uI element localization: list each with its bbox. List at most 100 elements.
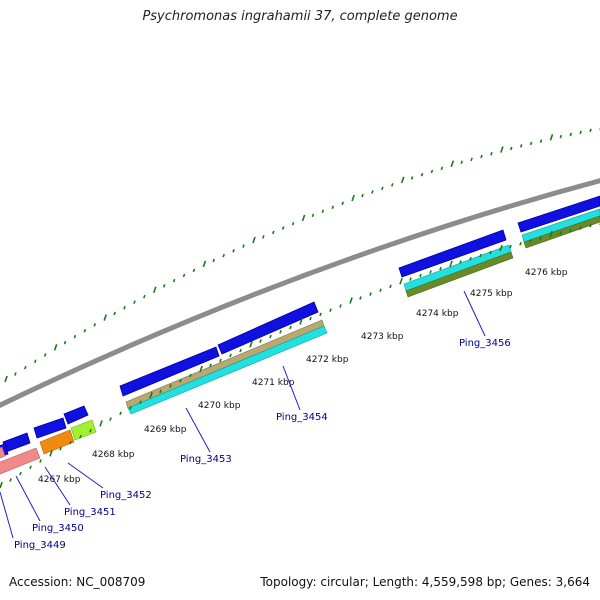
tick-mark (430, 169, 434, 174)
cds-arrow[interactable] (2, 432, 31, 453)
tick-mark (232, 249, 235, 253)
cog-segment[interactable] (521, 208, 600, 243)
tick-mark (361, 193, 364, 198)
cds-arrow[interactable] (217, 301, 319, 355)
gene-label[interactable]: Ping_3453 (180, 454, 232, 465)
gene-labels: Ping_3449 Ping_3450 Ping_3451 Ping_3452 … (14, 338, 511, 551)
tick-mark (49, 450, 53, 457)
tick-mark (409, 277, 412, 281)
inner-scale-ticks (0, 222, 600, 489)
tick-mark (309, 316, 312, 321)
gene-label[interactable]: Ping_3456 (459, 338, 511, 349)
tick-mark (199, 365, 203, 373)
leader-line (0, 491, 14, 539)
tick-mark (400, 176, 405, 184)
cog-segment[interactable] (0, 447, 41, 476)
gene-label[interactable]: Ping_3450 (32, 523, 84, 534)
tick-mark (289, 325, 292, 330)
tick-mark (299, 318, 303, 325)
cog-segment[interactable] (127, 325, 328, 415)
tick-mark (351, 194, 355, 202)
scale-label: 4274 kbp (416, 309, 459, 319)
tick-mark (9, 478, 12, 482)
cog-track (0, 208, 600, 476)
tick-mark (539, 236, 542, 241)
tick-mark (252, 236, 256, 244)
cog-segment[interactable] (0, 446, 6, 460)
cds-arrow[interactable] (33, 417, 67, 439)
tick-mark (271, 230, 275, 235)
tick-mark (262, 235, 265, 239)
tick-mark (129, 406, 132, 410)
tick-mark (123, 305, 126, 310)
tick-mark (509, 244, 512, 249)
tick-mark (460, 160, 463, 165)
tick-mark (119, 411, 122, 416)
gene-label[interactable]: Ping_3449 (14, 540, 66, 551)
tick-mark (480, 154, 483, 159)
tick-mark (371, 190, 374, 194)
gene-label[interactable]: Ping_3452 (100, 490, 152, 501)
tick-mark (470, 157, 473, 162)
scale-label: 4267 kbp (38, 475, 81, 485)
tick-mark (341, 201, 344, 206)
tick-mark (249, 341, 253, 348)
cds-arrow[interactable] (517, 195, 600, 233)
tick-mark (589, 128, 592, 133)
tick-mark (139, 400, 142, 404)
cog-segment[interactable] (70, 419, 97, 441)
cds-arrow[interactable] (398, 229, 507, 278)
leader-line (463, 290, 486, 337)
tick-mark (239, 348, 242, 353)
tick-mark (329, 308, 332, 312)
tick-mark (189, 373, 192, 378)
tick-mark (569, 132, 573, 137)
tick-mark (229, 353, 232, 358)
tick-mark (53, 344, 58, 351)
scale-label: 4276 kbp (525, 268, 568, 278)
tick-mark (159, 389, 162, 394)
gene-label[interactable]: Ping_3451 (64, 507, 116, 518)
tick-mark (479, 253, 482, 258)
tick-mark (420, 172, 424, 177)
tick-mark (410, 176, 414, 180)
tick-mark (369, 292, 372, 296)
cog-segment[interactable] (39, 429, 75, 455)
tick-mark (349, 297, 353, 304)
cds-arrow[interactable] (119, 346, 220, 397)
tick-mark (69, 440, 72, 445)
tick-mark (182, 273, 186, 278)
cds-arrow[interactable] (63, 405, 89, 425)
tick-mark (490, 151, 493, 156)
tick-mark (449, 260, 453, 268)
tick-mark (499, 244, 503, 252)
tick-mark (519, 242, 522, 246)
tick-mark (549, 134, 554, 141)
tick-mark (219, 358, 222, 363)
leader-line (67, 462, 104, 489)
tick-mark (579, 130, 582, 135)
tick-mark (169, 384, 172, 388)
tick-mark (242, 244, 245, 248)
tick-mark (63, 340, 67, 345)
tick-mark (450, 160, 455, 168)
tick-mark (381, 186, 384, 191)
tick-mark (469, 256, 472, 261)
tick-mark (19, 471, 22, 476)
tick-mark (331, 205, 335, 210)
cog-segment[interactable] (523, 215, 600, 249)
leader-line (15, 475, 41, 522)
scale-labels: 4267 kbp 4268 kbp 4269 kbp 4270 kbp 4271… (38, 268, 568, 485)
cog-segment[interactable] (405, 251, 514, 298)
gene-label[interactable]: Ping_3454 (276, 412, 328, 423)
tick-mark (259, 339, 262, 343)
tick-mark (339, 304, 342, 308)
tick-mark (0, 481, 3, 489)
tick-mark (529, 239, 532, 243)
tick-mark (389, 284, 392, 289)
tick-mark (39, 459, 42, 463)
tick-mark (399, 277, 403, 285)
outer-tick-ring (4, 127, 600, 383)
tick-mark (33, 359, 37, 364)
